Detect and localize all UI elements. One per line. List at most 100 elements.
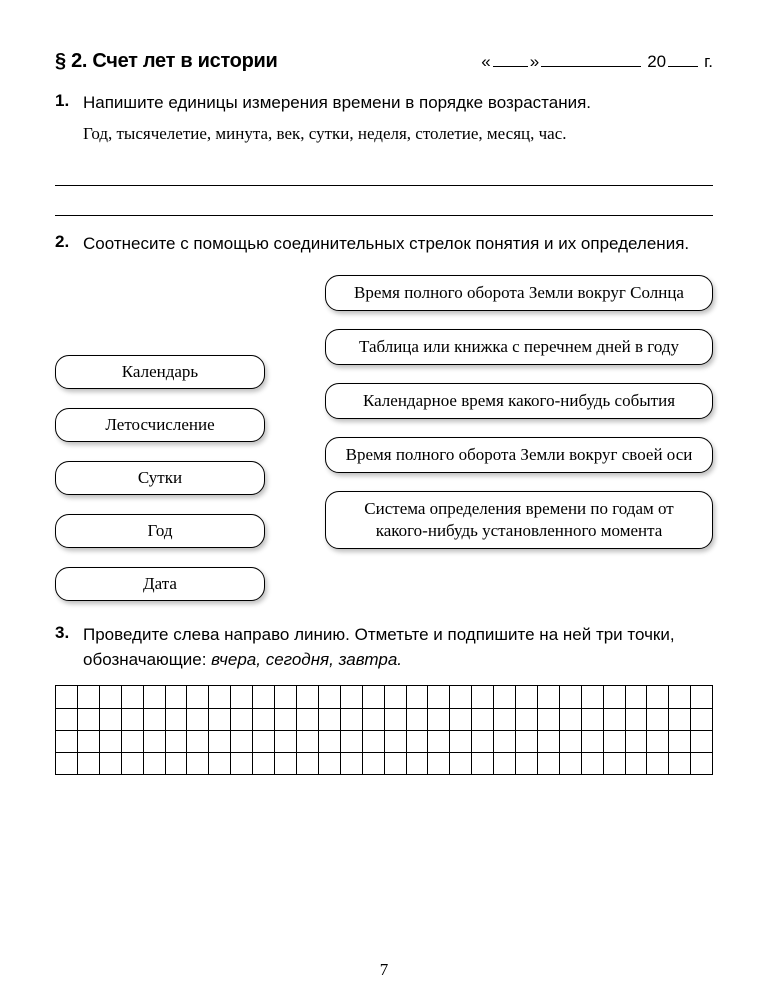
grid-cell[interactable] — [407, 686, 429, 708]
grid-cell[interactable] — [626, 731, 648, 752]
grid-cell[interactable] — [691, 686, 712, 708]
grid-cell[interactable] — [166, 686, 188, 708]
grid-cell[interactable] — [100, 731, 122, 752]
grid-cell[interactable] — [231, 731, 253, 752]
grid-cell[interactable] — [166, 753, 188, 774]
grid-cell[interactable] — [100, 753, 122, 774]
grid-cell[interactable] — [319, 753, 341, 774]
grid-cell[interactable] — [691, 753, 712, 774]
grid-cell[interactable] — [144, 686, 166, 708]
grid-cell[interactable] — [428, 753, 450, 774]
grid-cell[interactable] — [166, 709, 188, 730]
grid-cell[interactable] — [626, 709, 648, 730]
match-definition-pill[interactable]: Таблица или книжка с перечнем дней в год… — [325, 329, 713, 365]
grid-cell[interactable] — [494, 709, 516, 730]
grid-cell[interactable] — [560, 686, 582, 708]
grid-cell[interactable] — [647, 686, 669, 708]
grid-cell[interactable] — [647, 753, 669, 774]
grid-cell[interactable] — [100, 686, 122, 708]
grid-cell[interactable] — [626, 686, 648, 708]
grid-cell[interactable] — [494, 753, 516, 774]
match-term-pill[interactable]: Дата — [55, 567, 265, 601]
grid-cell[interactable] — [691, 731, 712, 752]
grid-cell[interactable] — [78, 686, 100, 708]
grid-cell[interactable] — [341, 731, 363, 752]
grid-cell[interactable] — [319, 709, 341, 730]
grid-cell[interactable] — [407, 753, 429, 774]
grid-cell[interactable] — [363, 709, 385, 730]
match-definition-pill[interactable]: Календарное время какого-нибудь события — [325, 383, 713, 419]
grid-cell[interactable] — [144, 753, 166, 774]
grid-cell[interactable] — [231, 753, 253, 774]
grid-cell[interactable] — [538, 731, 560, 752]
grid-cell[interactable] — [297, 686, 319, 708]
grid-cell[interactable] — [560, 753, 582, 774]
grid-cell[interactable] — [450, 731, 472, 752]
grid-cell[interactable] — [144, 709, 166, 730]
grid-cell[interactable] — [56, 731, 78, 752]
grid-cell[interactable] — [669, 753, 691, 774]
grid-cell[interactable] — [450, 709, 472, 730]
grid-cell[interactable] — [604, 686, 626, 708]
grid-cell[interactable] — [582, 731, 604, 752]
grid-cell[interactable] — [428, 686, 450, 708]
date-day-blank[interactable] — [493, 50, 528, 67]
date-month-blank[interactable] — [541, 50, 641, 67]
grid-cell[interactable] — [363, 686, 385, 708]
grid-cell[interactable] — [363, 753, 385, 774]
grid-cell[interactable] — [385, 686, 407, 708]
date-year-blank[interactable] — [668, 50, 698, 67]
grid-cell[interactable] — [56, 686, 78, 708]
grid-cell[interactable] — [187, 731, 209, 752]
answer-line[interactable] — [55, 160, 713, 186]
grid-cell[interactable] — [538, 753, 560, 774]
grid-cell[interactable] — [669, 709, 691, 730]
grid-cell[interactable] — [691, 709, 712, 730]
grid-cell[interactable] — [275, 709, 297, 730]
grid-cell[interactable] — [275, 753, 297, 774]
grid-cell[interactable] — [626, 753, 648, 774]
grid-cell[interactable] — [604, 731, 626, 752]
grid-cell[interactable] — [385, 753, 407, 774]
grid-cell[interactable] — [494, 731, 516, 752]
grid-cell[interactable] — [472, 731, 494, 752]
grid-cell[interactable] — [122, 753, 144, 774]
grid-cell[interactable] — [516, 753, 538, 774]
grid-cell[interactable] — [166, 731, 188, 752]
grid-cell[interactable] — [275, 731, 297, 752]
grid-cell[interactable] — [582, 686, 604, 708]
grid-cell[interactable] — [78, 709, 100, 730]
grid-cell[interactable] — [472, 686, 494, 708]
grid-cell[interactable] — [297, 709, 319, 730]
grid-cell[interactable] — [253, 686, 275, 708]
match-term-pill[interactable]: Летосчисление — [55, 408, 265, 442]
grid-cell[interactable] — [538, 709, 560, 730]
grid-cell[interactable] — [253, 753, 275, 774]
grid-cell[interactable] — [516, 709, 538, 730]
match-term-pill[interactable]: Сутки — [55, 461, 265, 495]
grid-cell[interactable] — [582, 753, 604, 774]
grid-cell[interactable] — [253, 709, 275, 730]
grid-cell[interactable] — [604, 709, 626, 730]
grid-cell[interactable] — [472, 753, 494, 774]
grid-cell[interactable] — [647, 731, 669, 752]
grid-cell[interactable] — [319, 731, 341, 752]
grid-cell[interactable] — [450, 686, 472, 708]
grid-cell[interactable] — [428, 709, 450, 730]
grid-cell[interactable] — [669, 731, 691, 752]
grid-cell[interactable] — [209, 731, 231, 752]
grid-cell[interactable] — [647, 709, 669, 730]
grid-cell[interactable] — [560, 709, 582, 730]
grid-cell[interactable] — [407, 709, 429, 730]
grid-cell[interactable] — [100, 709, 122, 730]
grid-cell[interactable] — [472, 709, 494, 730]
grid-cell[interactable] — [122, 709, 144, 730]
grid-cell[interactable] — [187, 709, 209, 730]
grid-cell[interactable] — [516, 686, 538, 708]
grid-cell[interactable] — [275, 686, 297, 708]
grid-cell[interactable] — [144, 731, 166, 752]
grid-cell[interactable] — [122, 731, 144, 752]
grid-cell[interactable] — [187, 686, 209, 708]
grid-cell[interactable] — [582, 709, 604, 730]
grid-cell[interactable] — [56, 709, 78, 730]
